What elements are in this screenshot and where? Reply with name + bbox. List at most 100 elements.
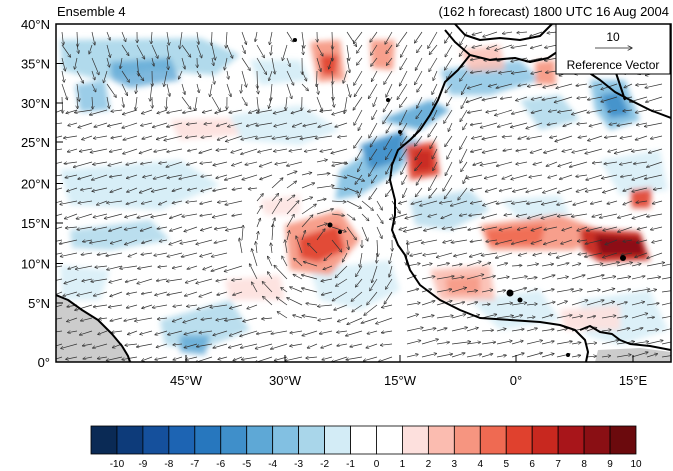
wind-vector bbox=[402, 174, 408, 184]
wind-vector bbox=[417, 44, 423, 53]
wind-vector bbox=[77, 226, 93, 230]
wind-vector bbox=[321, 291, 333, 295]
map-frame bbox=[55, 23, 672, 363]
wind-vector bbox=[586, 290, 600, 293]
wind-vector bbox=[562, 148, 573, 152]
wind-vector bbox=[545, 44, 558, 48]
wind-vector bbox=[430, 135, 438, 149]
wind-vector bbox=[428, 122, 438, 137]
wind-vector bbox=[271, 194, 279, 202]
wind-vector bbox=[76, 70, 84, 83]
wind-vector bbox=[499, 226, 513, 230]
wind-vector bbox=[307, 243, 318, 254]
wind-vector bbox=[56, 317, 63, 320]
wind-vector bbox=[447, 148, 453, 159]
wind-vector bbox=[416, 174, 423, 185]
wind-vector bbox=[589, 122, 603, 126]
wind-vector bbox=[511, 44, 528, 48]
wind-vector bbox=[121, 44, 129, 56]
wind-vector bbox=[152, 122, 168, 127]
wind-vector bbox=[252, 282, 258, 293]
wind-vector bbox=[618, 226, 633, 232]
wind-vector bbox=[75, 304, 93, 310]
wind-vector bbox=[316, 96, 322, 111]
wind-vector bbox=[184, 226, 198, 232]
wind-vector bbox=[496, 355, 506, 357]
wind-vector bbox=[366, 343, 378, 348]
wind-vector bbox=[429, 174, 438, 191]
wind-vector bbox=[577, 240, 588, 241]
wind-vector bbox=[172, 200, 183, 203]
wind-vector bbox=[589, 83, 603, 87]
wind-vector bbox=[496, 290, 506, 292]
wind-vector bbox=[217, 135, 228, 140]
wind-vector bbox=[201, 175, 213, 177]
wind-vector bbox=[338, 136, 348, 137]
wind-vector bbox=[201, 187, 213, 191]
wind-vector bbox=[526, 264, 539, 267]
wind-vector bbox=[351, 291, 363, 301]
wind-vector bbox=[110, 291, 123, 297]
wind-vector bbox=[150, 83, 153, 101]
wind-vector bbox=[645, 96, 663, 102]
wind-vector bbox=[300, 135, 318, 139]
wind-vector bbox=[481, 263, 491, 267]
wind-vector bbox=[661, 355, 671, 358]
wind-vector bbox=[62, 96, 63, 113]
wind-vector bbox=[542, 187, 558, 193]
wind-vector bbox=[389, 252, 393, 264]
lat-label: 25°N bbox=[21, 135, 50, 150]
wind-vector bbox=[181, 83, 185, 95]
wind-vector bbox=[541, 200, 558, 205]
wind-vector bbox=[372, 265, 378, 283]
wind-vector bbox=[590, 200, 603, 204]
wind-vector bbox=[210, 83, 213, 97]
wind-vector bbox=[436, 354, 453, 358]
wind-vector bbox=[531, 96, 543, 100]
wind-vector bbox=[121, 70, 129, 82]
colorbar-tick-label: -7 bbox=[190, 459, 199, 470]
wind-vector bbox=[187, 187, 198, 190]
wind-vector bbox=[403, 226, 423, 232]
colorbar-swatch bbox=[583, 425, 611, 455]
colorbar-tick-label: -9 bbox=[138, 459, 147, 470]
wind-vector bbox=[604, 161, 618, 164]
wind-vector bbox=[360, 252, 363, 267]
wind-vector bbox=[432, 83, 438, 95]
wind-vector bbox=[406, 303, 420, 306]
wind-vector bbox=[576, 187, 588, 192]
wind-vector bbox=[370, 278, 378, 291]
lat-label: 20°N bbox=[21, 177, 50, 192]
wind-vector bbox=[166, 44, 169, 59]
wind-vector bbox=[481, 276, 495, 280]
wind-vector bbox=[516, 148, 528, 151]
wind-vector bbox=[140, 226, 153, 231]
wind-vector bbox=[601, 262, 619, 267]
wind-vector bbox=[496, 303, 513, 306]
wind-vector bbox=[272, 224, 273, 241]
wind-vector bbox=[511, 276, 527, 280]
wind-vector bbox=[548, 253, 558, 254]
wind-vector bbox=[337, 344, 348, 346]
wind-vector bbox=[511, 239, 528, 244]
wind-vector bbox=[541, 289, 554, 293]
wind-vector bbox=[64, 162, 78, 164]
wind-vector bbox=[361, 317, 378, 323]
wind-vector bbox=[542, 96, 558, 100]
wind-vector bbox=[355, 148, 363, 161]
wind-vector bbox=[73, 161, 93, 167]
wind-vector bbox=[304, 148, 318, 152]
wind-vector bbox=[497, 122, 513, 127]
wind-vector bbox=[204, 123, 213, 124]
wind-vector bbox=[406, 354, 418, 358]
wind-vector bbox=[56, 252, 63, 255]
wind-vector bbox=[460, 70, 468, 81]
colorbar-tick-label: -5 bbox=[242, 459, 251, 470]
wind-vector bbox=[274, 265, 288, 280]
wind-vector bbox=[67, 148, 78, 152]
wind-vector bbox=[576, 175, 588, 177]
wind-vector bbox=[110, 317, 123, 321]
wind-vector bbox=[406, 314, 418, 319]
wind-vector bbox=[110, 239, 123, 244]
